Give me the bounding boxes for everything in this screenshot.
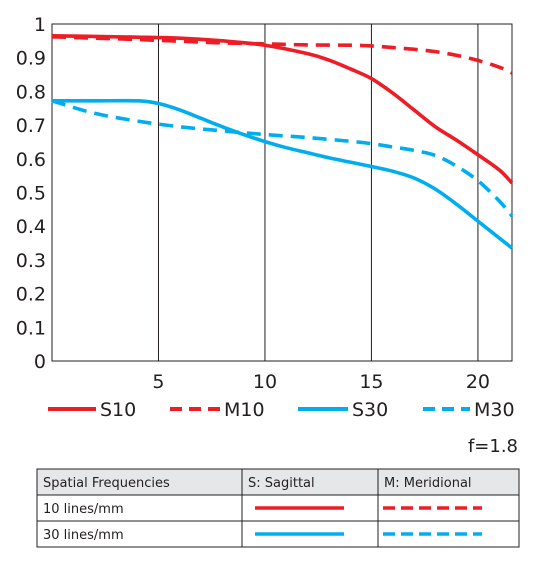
- x-tick-label: 5: [152, 371, 164, 393]
- plot-area: [51, 23, 513, 362]
- table-border: [36, 468, 520, 548]
- series-lines: [51, 34, 514, 250]
- table-row-label: 10 lines/mm: [43, 502, 124, 517]
- series-line-s10: [51, 34, 514, 185]
- legend-label-m30: M30: [474, 399, 515, 421]
- legend-label-m10: M10: [224, 399, 265, 421]
- y-tick-label: 0.7: [16, 115, 46, 137]
- y-tick-label: 1: [34, 14, 46, 36]
- y-tick-label: 0: [34, 351, 46, 373]
- table-row-label: 30 lines/mm: [43, 528, 124, 543]
- table-header-cell: Spatial Frequencies: [43, 476, 170, 491]
- table-header-bg: [242, 469, 378, 495]
- y-tick-labels: 0 0.1 0.2 0.3 0.4 0.5 0.6 0.7 0.8 0.9 1: [16, 14, 46, 373]
- y-tick-label: 0.9: [16, 48, 46, 70]
- legend: S10 M10 S30 M30: [48, 399, 515, 421]
- y-tick-label: 0.5: [16, 183, 46, 205]
- y-tick-label: 0.4: [16, 216, 46, 238]
- x-tick-labels: 5 10 15 20: [152, 371, 490, 393]
- legend-label-s10: S10: [100, 399, 136, 421]
- x-tick-label: 10: [253, 371, 277, 393]
- series-line-s30: [52, 98, 514, 250]
- y-tick-label: 0.8: [16, 81, 46, 103]
- plot-frame: [51, 23, 513, 362]
- legend-table: Spatial Frequencies S: Sagittal M: Meridio…: [36, 468, 520, 548]
- x-tick-label: 20: [466, 371, 490, 393]
- y-tick-label: 0.6: [16, 149, 46, 171]
- grid-lines: [157, 24, 479, 361]
- series-line-m30: [51, 99, 514, 218]
- legend-label-s30: S30: [352, 399, 388, 421]
- y-tick-label: 0.3: [16, 250, 46, 272]
- aperture-note: f=1.8: [468, 436, 518, 457]
- table-header-bg: [378, 469, 519, 495]
- table-header-bg: [37, 469, 242, 495]
- table-header-cell: M: Meridional: [384, 476, 472, 491]
- table-header-cell: S: Sagittal: [248, 476, 315, 491]
- y-tick-label: 0.1: [16, 317, 46, 339]
- x-tick-label: 15: [359, 371, 383, 393]
- y-tick-label: 0.2: [16, 284, 46, 306]
- series-line-m10: [51, 35, 513, 75]
